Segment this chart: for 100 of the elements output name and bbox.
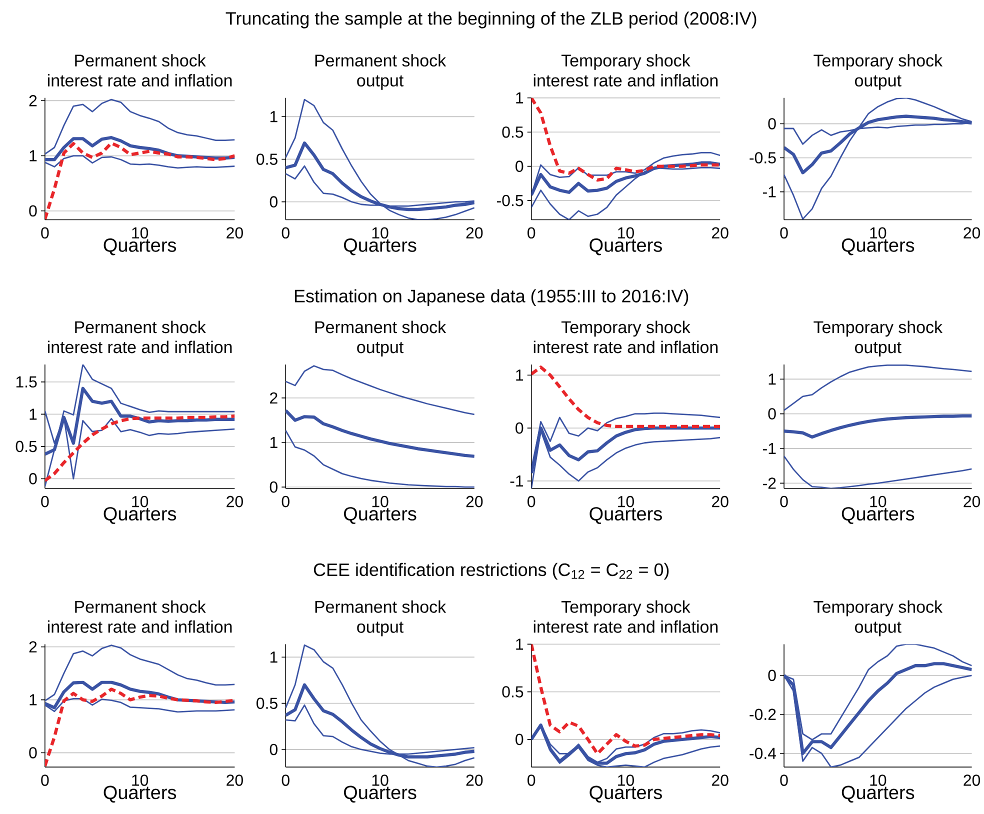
x-tick-label: 0 xyxy=(282,774,290,786)
x-axis-title: Quarters xyxy=(344,786,416,803)
x-tick-label: 20 xyxy=(964,496,980,508)
chart-subtitle: interest rate and inflation xyxy=(48,620,232,633)
chart-subtitle: interest rate and inflation xyxy=(534,340,718,354)
chart-subtitle: output xyxy=(357,342,404,357)
x-axis-title: Quarters xyxy=(104,507,176,524)
x-tick-label: 0 xyxy=(41,227,49,239)
x-tick-label: 20 xyxy=(712,227,728,239)
y-tick-label: 0 xyxy=(768,670,776,682)
y-tick-label: 1 xyxy=(30,150,37,162)
x-tick-label: 0 xyxy=(780,227,788,239)
x-tick-label: 20 xyxy=(226,496,243,508)
x-tick-label: 0 xyxy=(282,496,290,508)
x-tick-label: 0 xyxy=(282,227,290,239)
x-tick-label: 20 xyxy=(712,774,728,786)
y-tick-label: 1.5 xyxy=(16,376,37,388)
y-tick-label: -2 xyxy=(763,478,776,489)
y-tick-label: 0 xyxy=(516,734,524,746)
x-axis-title: Quarters xyxy=(104,786,176,803)
y-tick-label: 0 xyxy=(29,473,37,484)
y-tick-label: 0.5 xyxy=(502,686,524,698)
x-tick-label: 20 xyxy=(466,774,483,786)
y-tick-label: 0 xyxy=(270,744,278,756)
y-tick-label: 1 xyxy=(516,638,524,650)
y-tick-label: 1 xyxy=(30,694,37,706)
x-axis-title: Quarters xyxy=(590,507,662,524)
x-axis-title: Quarters xyxy=(104,238,176,256)
y-tick-label: -0.5 xyxy=(750,152,776,164)
chart-title: Temporary shock xyxy=(814,600,943,616)
y-tick-label: 0.5 xyxy=(256,698,278,709)
chart-subtitle: interest rate and inflation xyxy=(534,620,718,633)
chart-title: Temporary shock xyxy=(561,54,690,70)
x-axis-title: Quarters xyxy=(842,507,914,524)
text: CEE identification restrictions (C$_{12}$ = C$_{22}$ = 0) xyxy=(314,562,669,580)
y-tick-label: -0.5 xyxy=(496,194,524,206)
chart-subtitle: interest rate and inflation xyxy=(534,74,718,87)
y-tick-label: -0.2 xyxy=(750,708,776,720)
y-tick-label: 1 xyxy=(768,374,776,385)
y-tick-label: 0 xyxy=(29,205,37,217)
chart-title: Temporary shock xyxy=(814,320,943,337)
chart-subtitle: output xyxy=(855,342,902,357)
x-tick-label: 20 xyxy=(466,227,483,239)
y-tick-label: 0 xyxy=(768,118,776,130)
chart-title: Temporary shock xyxy=(814,54,943,70)
x-tick-label: 20 xyxy=(712,496,728,508)
x-tick-label: 0 xyxy=(528,227,536,239)
x-tick-label: 10 xyxy=(618,227,634,239)
x-tick-label: 20 xyxy=(964,774,980,786)
chart-subtitle: output xyxy=(357,75,404,90)
x-axis-title: Quarters xyxy=(344,238,416,256)
y-tick-label: 1 xyxy=(516,370,524,381)
x-tick-label: 20 xyxy=(226,227,243,239)
y-tick-label: 0 xyxy=(29,747,37,758)
y-tick-label: 2 xyxy=(270,392,278,404)
chart-title: Permanent shock xyxy=(75,320,206,334)
x-tick-label: 20 xyxy=(964,227,980,239)
x-tick-label: 0 xyxy=(41,496,49,508)
y-tick-label: -0.4 xyxy=(750,748,776,760)
y-tick-label: -1 xyxy=(763,186,776,198)
y-tick-label: -1 xyxy=(763,442,776,454)
chart-title: Permanent shock xyxy=(315,600,446,613)
y-tick-label: 0 xyxy=(516,422,524,434)
y-tick-label: 1 xyxy=(270,437,278,448)
x-tick-label: 10 xyxy=(372,496,388,508)
text: Estimation on Japanese data (1955:III to 2016:IV) xyxy=(294,289,688,306)
x-tick-label: 10 xyxy=(870,774,886,786)
x-tick-label: 10 xyxy=(870,227,886,239)
x-tick-label: 10 xyxy=(870,496,886,508)
y-tick-label: 1 xyxy=(270,652,278,663)
chart-subtitle: interest rate and inflation xyxy=(48,340,232,354)
x-axis-title: Quarters xyxy=(842,238,914,256)
y-tick-label: 2 xyxy=(29,95,37,106)
chart-subtitle: output xyxy=(855,75,902,90)
y-tick-label: 1 xyxy=(270,111,278,122)
y-tick-label: 0.5 xyxy=(256,154,278,165)
x-tick-label: 0 xyxy=(528,774,536,786)
x-tick-label: 10 xyxy=(618,496,634,508)
y-tick-label: -1 xyxy=(510,475,524,486)
x-tick-label: 0 xyxy=(780,774,788,786)
chart-subtitle: output xyxy=(357,622,404,636)
x-tick-label: 10 xyxy=(132,774,148,786)
x-tick-label: 10 xyxy=(132,496,148,508)
x-tick-label: 0 xyxy=(41,774,49,786)
y-tick-label: 1 xyxy=(516,92,524,104)
chart-title: Permanent shock xyxy=(75,54,206,67)
chart-subtitle: interest rate and inflation xyxy=(48,74,232,87)
y-tick-label: 0 xyxy=(270,196,278,208)
y-tick-label: 2 xyxy=(29,641,37,652)
y-tick-label: 0 xyxy=(270,481,278,493)
x-axis-title: Quarters xyxy=(344,507,416,524)
x-tick-label: 10 xyxy=(132,227,148,239)
text: Truncating the sample at the beginning of the ZLB period (2008:IV) xyxy=(226,12,756,28)
y-tick-label: 0 xyxy=(768,408,776,420)
chart-title: Permanent shock xyxy=(315,54,446,67)
x-tick-label: 10 xyxy=(372,227,388,239)
y-tick-label: 0.5 xyxy=(502,126,524,138)
chart-title: Permanent shock xyxy=(75,600,206,613)
chart-title: Temporary shock xyxy=(561,320,690,337)
x-axis-title: Quarters xyxy=(842,786,914,803)
